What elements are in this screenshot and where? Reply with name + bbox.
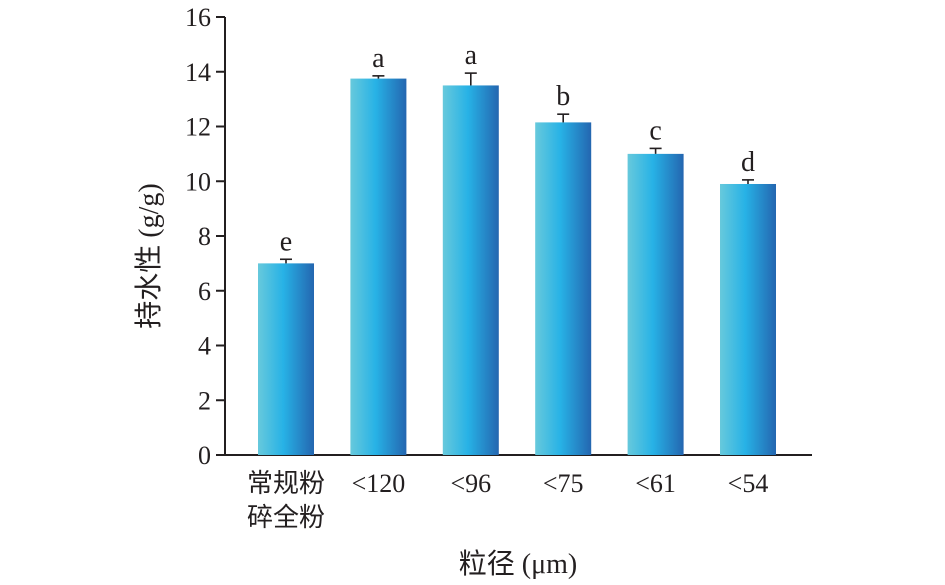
bar (535, 122, 592, 456)
y-tick-label: 12 (185, 113, 211, 142)
significance-label: a (465, 40, 478, 71)
y-tick-label: 4 (198, 332, 211, 361)
y-tick-label: 6 (198, 277, 211, 306)
bar (627, 153, 684, 455)
x-tick-label: <61 (635, 469, 676, 498)
y-tick-label: 8 (198, 222, 211, 251)
y-axis-title: 持水性 (g/g) (133, 183, 165, 328)
significance-label: b (556, 81, 570, 112)
x-tick-label: 碎全粉 (247, 503, 325, 532)
x-tick-label: <54 (728, 469, 769, 498)
x-tick-label: <75 (543, 469, 584, 498)
bars: e a a b c d (258, 40, 776, 456)
bar (350, 78, 407, 455)
significance-label: e (280, 226, 292, 257)
x-tick-label: <120 (352, 469, 406, 498)
bar (720, 183, 776, 456)
significance-label: c (649, 115, 661, 146)
significance-label: a (372, 43, 385, 74)
x-tick-label: 常规粉 (247, 469, 325, 498)
x-axis-title: 粒径 (μm) (459, 548, 577, 580)
significance-label: d (741, 147, 755, 178)
y-tick-label: 2 (198, 386, 211, 415)
bar (442, 85, 499, 455)
y-axis: 0 2 4 6 8 10 12 14 16 (185, 3, 226, 470)
bar (258, 263, 314, 455)
y-tick-label: 16 (185, 3, 211, 32)
y-tick-label: 10 (185, 167, 211, 196)
x-tick-label: <96 (450, 469, 491, 498)
y-tick-label: 0 (198, 441, 211, 470)
y-tick-label: 14 (185, 58, 211, 87)
